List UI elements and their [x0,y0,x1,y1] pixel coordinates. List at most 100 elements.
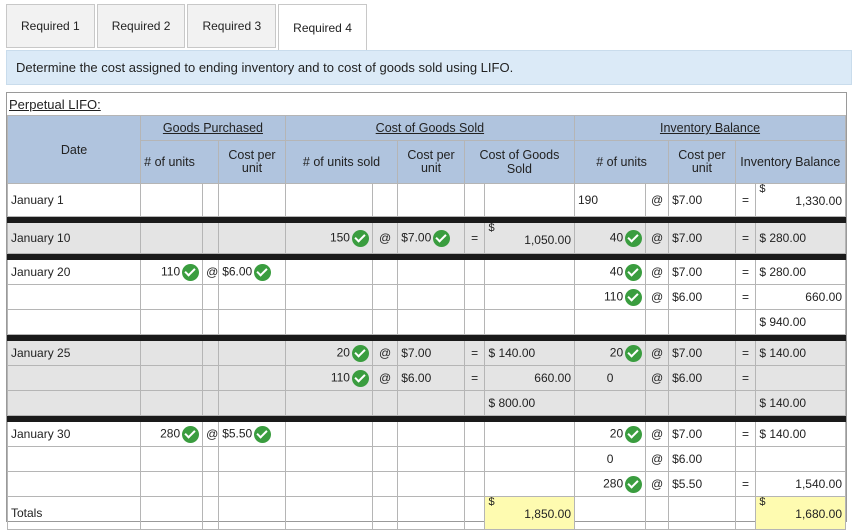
gp-cost-input[interactable]: $6.00 [218,259,286,285]
cogs-units-input[interactable]: 150 [284,222,373,254]
cogs-units-input[interactable] [284,446,373,472]
gp-cost-input[interactable] [218,365,286,391]
eq-cell [734,446,757,472]
gp-units-input[interactable] [140,365,204,391]
ib-cost-input[interactable]: $6.00 [668,284,736,310]
ib-balance-input[interactable]: 660.00 [755,284,846,310]
cogs-units-input[interactable] [284,421,373,447]
gp-cost-input[interactable] [218,471,286,497]
ib-cost-input[interactable]: $6.00 [668,446,736,472]
cogs-total-input[interactable] [484,421,575,447]
ib-units-input[interactable]: 20 [573,340,647,366]
ib-balance-input[interactable] [755,365,846,391]
ib-cost-input[interactable]: $7.00 [668,183,736,217]
cogs-total-grand[interactable]: $1,850.00 [484,496,575,530]
row-date [6,284,142,310]
ib-balance-input[interactable]: $ 280.00 [755,259,846,285]
cogs-cost-input[interactable] [397,183,465,217]
ib-units-input[interactable]: 20 [573,421,647,447]
cogs-units-input[interactable] [284,390,373,416]
gp-units-input[interactable] [140,340,204,366]
gp-units-input[interactable] [140,390,204,416]
ib-units-input[interactable]: 0 [573,365,647,391]
cogs-cost-input[interactable]: $7.00 [397,340,465,366]
header-ib-cost: Cost per unit [668,140,736,184]
tab-required-3[interactable]: Required 3 [187,4,277,48]
cogs-cost-input[interactable] [397,421,465,447]
ib-balance-input[interactable]: $1,330.00 [755,183,846,217]
ib-units-input[interactable] [573,309,647,335]
tab-required-1[interactable]: Required 1 [6,4,95,48]
ib-units-input[interactable]: 280 [573,471,647,497]
gp-units-input[interactable] [140,309,204,335]
ib-balance-total[interactable]: $ 940.00 [755,309,846,335]
eq-cell: = [734,421,757,447]
ib-units-input[interactable]: 40 [573,222,647,254]
gp-cost-input[interactable] [218,222,286,254]
cogs-cost-input[interactable] [397,259,465,285]
ib-balance-input[interactable]: $ 140.00 [755,340,846,366]
gp-units-input[interactable] [140,222,204,254]
gp-cost-input[interactable] [218,390,286,416]
gp-cost-input[interactable] [218,183,286,217]
cogs-units-input[interactable] [284,471,373,497]
ib-cost-input[interactable]: $7.00 [668,222,736,254]
ib-units-input[interactable]: 40 [573,259,647,285]
cogs-total-input[interactable] [484,259,575,285]
cogs-units-input[interactable]: 20 [284,340,373,366]
ib-cost-input[interactable] [668,390,736,416]
header-date: Date [6,115,142,184]
gp-units-input[interactable]: 110 [140,259,204,285]
cogs-cost-input[interactable] [397,390,465,416]
ib-cost-input[interactable]: $7.00 [668,421,736,447]
gp-cost-input[interactable] [218,309,286,335]
cogs-units-input[interactable] [284,309,373,335]
ib-balance-total[interactable]: $ 140.00 [755,390,846,416]
gp-units-input[interactable]: 280 [140,421,204,447]
gp-cost-input[interactable] [218,340,286,366]
ib-units-input[interactable]: 190 [573,183,647,217]
gp-units-input[interactable] [140,284,204,310]
gp-units-input[interactable] [140,446,204,472]
cogs-total-input[interactable]: $ 140.00 [484,340,575,366]
ib-cost-input[interactable]: $7.00 [668,340,736,366]
cogs-cost-input[interactable]: $6.00 [397,365,465,391]
cogs-total-input[interactable] [484,446,575,472]
ib-units-input[interactable] [573,390,647,416]
cogs-total-input[interactable]: $1,050.00 [484,222,575,254]
cogs-cost-input[interactable]: $7.00 [397,222,465,254]
ib-units-input[interactable]: 0 [573,446,647,472]
cogs-cost-input[interactable] [397,309,465,335]
tab-required-2[interactable]: Required 2 [96,4,186,48]
gp-units-input[interactable] [140,471,204,497]
cogs-cost-input[interactable] [397,284,465,310]
cogs-units-input[interactable] [284,284,373,310]
cogs-units-input[interactable] [284,259,373,285]
ib-balance-input[interactable]: 1,540.00 [755,471,846,497]
cogs-cost-input[interactable] [397,446,465,472]
ib-cost-input[interactable] [668,309,736,335]
cogs-total-input[interactable] [484,284,575,310]
ib-balance-grand[interactable]: $1,680.00 [755,496,846,530]
ib-cost-input[interactable]: $6.00 [668,365,736,391]
ib-balance-input[interactable] [755,446,846,472]
gp-cost-input[interactable]: $5.50 [218,421,286,447]
cogs-total-sum[interactable]: $ 800.00 [484,390,575,416]
ib-units-input[interactable]: 110 [573,284,647,310]
ib-cost-input[interactable]: $5.50 [668,471,736,497]
cogs-units-input[interactable]: 110 [284,365,373,391]
cogs-total-input[interactable] [484,183,575,217]
cogs-units-input[interactable] [284,183,373,217]
cogs-cost-input[interactable] [397,471,465,497]
ib-cost-input[interactable]: $7.00 [668,259,736,285]
ib-balance-input[interactable]: $ 280.00 [755,222,846,254]
gp-cost-input[interactable] [218,284,286,310]
gp-units-input[interactable] [140,183,204,217]
cogs-total-input[interactable]: 660.00 [484,365,575,391]
cogs-total-input[interactable] [484,309,575,335]
gp-cost-input[interactable] [218,446,286,472]
cogs-total-input[interactable] [484,471,575,497]
dollar-sign: $ [759,496,766,508]
ib-balance-input[interactable]: $ 140.00 [755,421,846,447]
tab-required-4[interactable]: Required 4 [278,4,367,51]
